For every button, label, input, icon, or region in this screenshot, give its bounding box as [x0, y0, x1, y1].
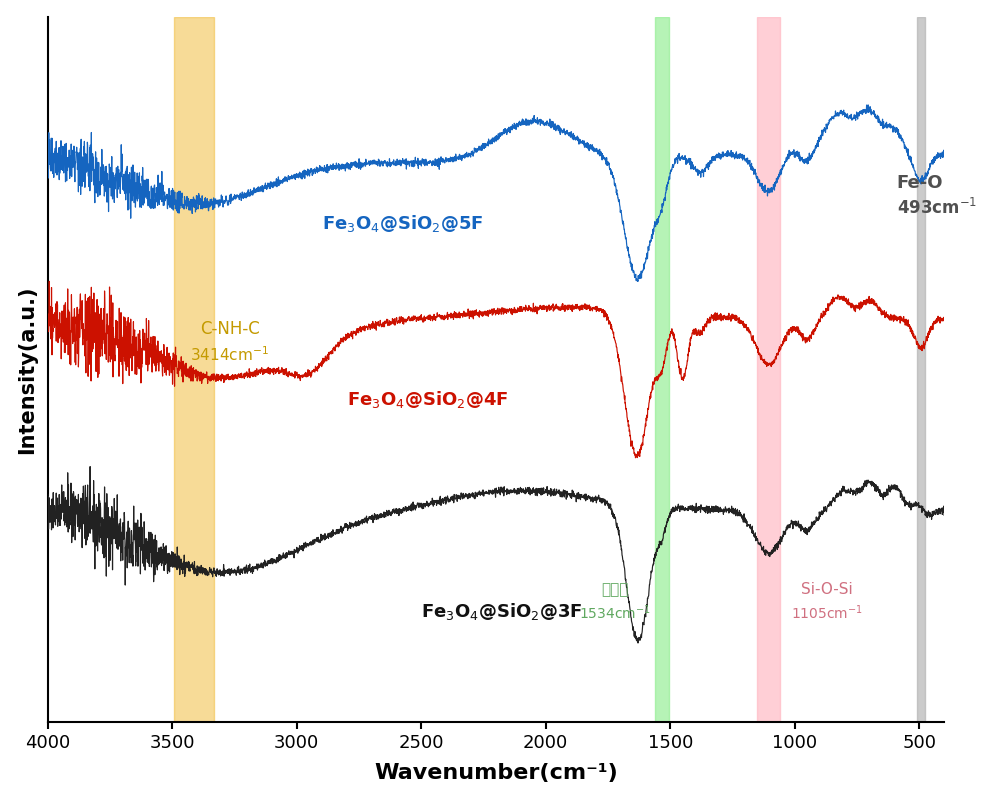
Text: 3414cm$^{-1}$: 3414cm$^{-1}$ [190, 346, 269, 364]
Text: C-NH-C: C-NH-C [200, 320, 259, 338]
Text: 1534cm$^{-1}$: 1534cm$^{-1}$ [579, 603, 651, 622]
Bar [655, 17, 669, 722]
Text: Fe$_3$O$_4$@SiO$_2$@5F: Fe$_3$O$_4$@SiO$_2$@5F [322, 213, 483, 234]
Bar [174, 17, 214, 722]
X-axis label: Wavenumber(cm⁻¹): Wavenumber(cm⁻¹) [374, 763, 618, 783]
Text: 1105cm$^{-1}$: 1105cm$^{-1}$ [791, 603, 863, 622]
Text: 493cm$^{-1}$: 493cm$^{-1}$ [897, 198, 977, 218]
Text: Fe-O: Fe-O [897, 174, 943, 192]
Text: Fe$_3$O$_4$@SiO$_2$@4F: Fe$_3$O$_4$@SiO$_2$@4F [347, 389, 508, 410]
Text: Fe$_3$O$_4$@SiO$_2$@3F: Fe$_3$O$_4$@SiO$_2$@3F [421, 601, 583, 622]
Text: 三嗪环: 三嗪环 [602, 582, 629, 597]
Bar [917, 17, 925, 722]
Text: Si-O-Si: Si-O-Si [801, 582, 853, 597]
Y-axis label: Intensity(a.u.): Intensity(a.u.) [17, 286, 37, 454]
Bar [757, 17, 780, 722]
